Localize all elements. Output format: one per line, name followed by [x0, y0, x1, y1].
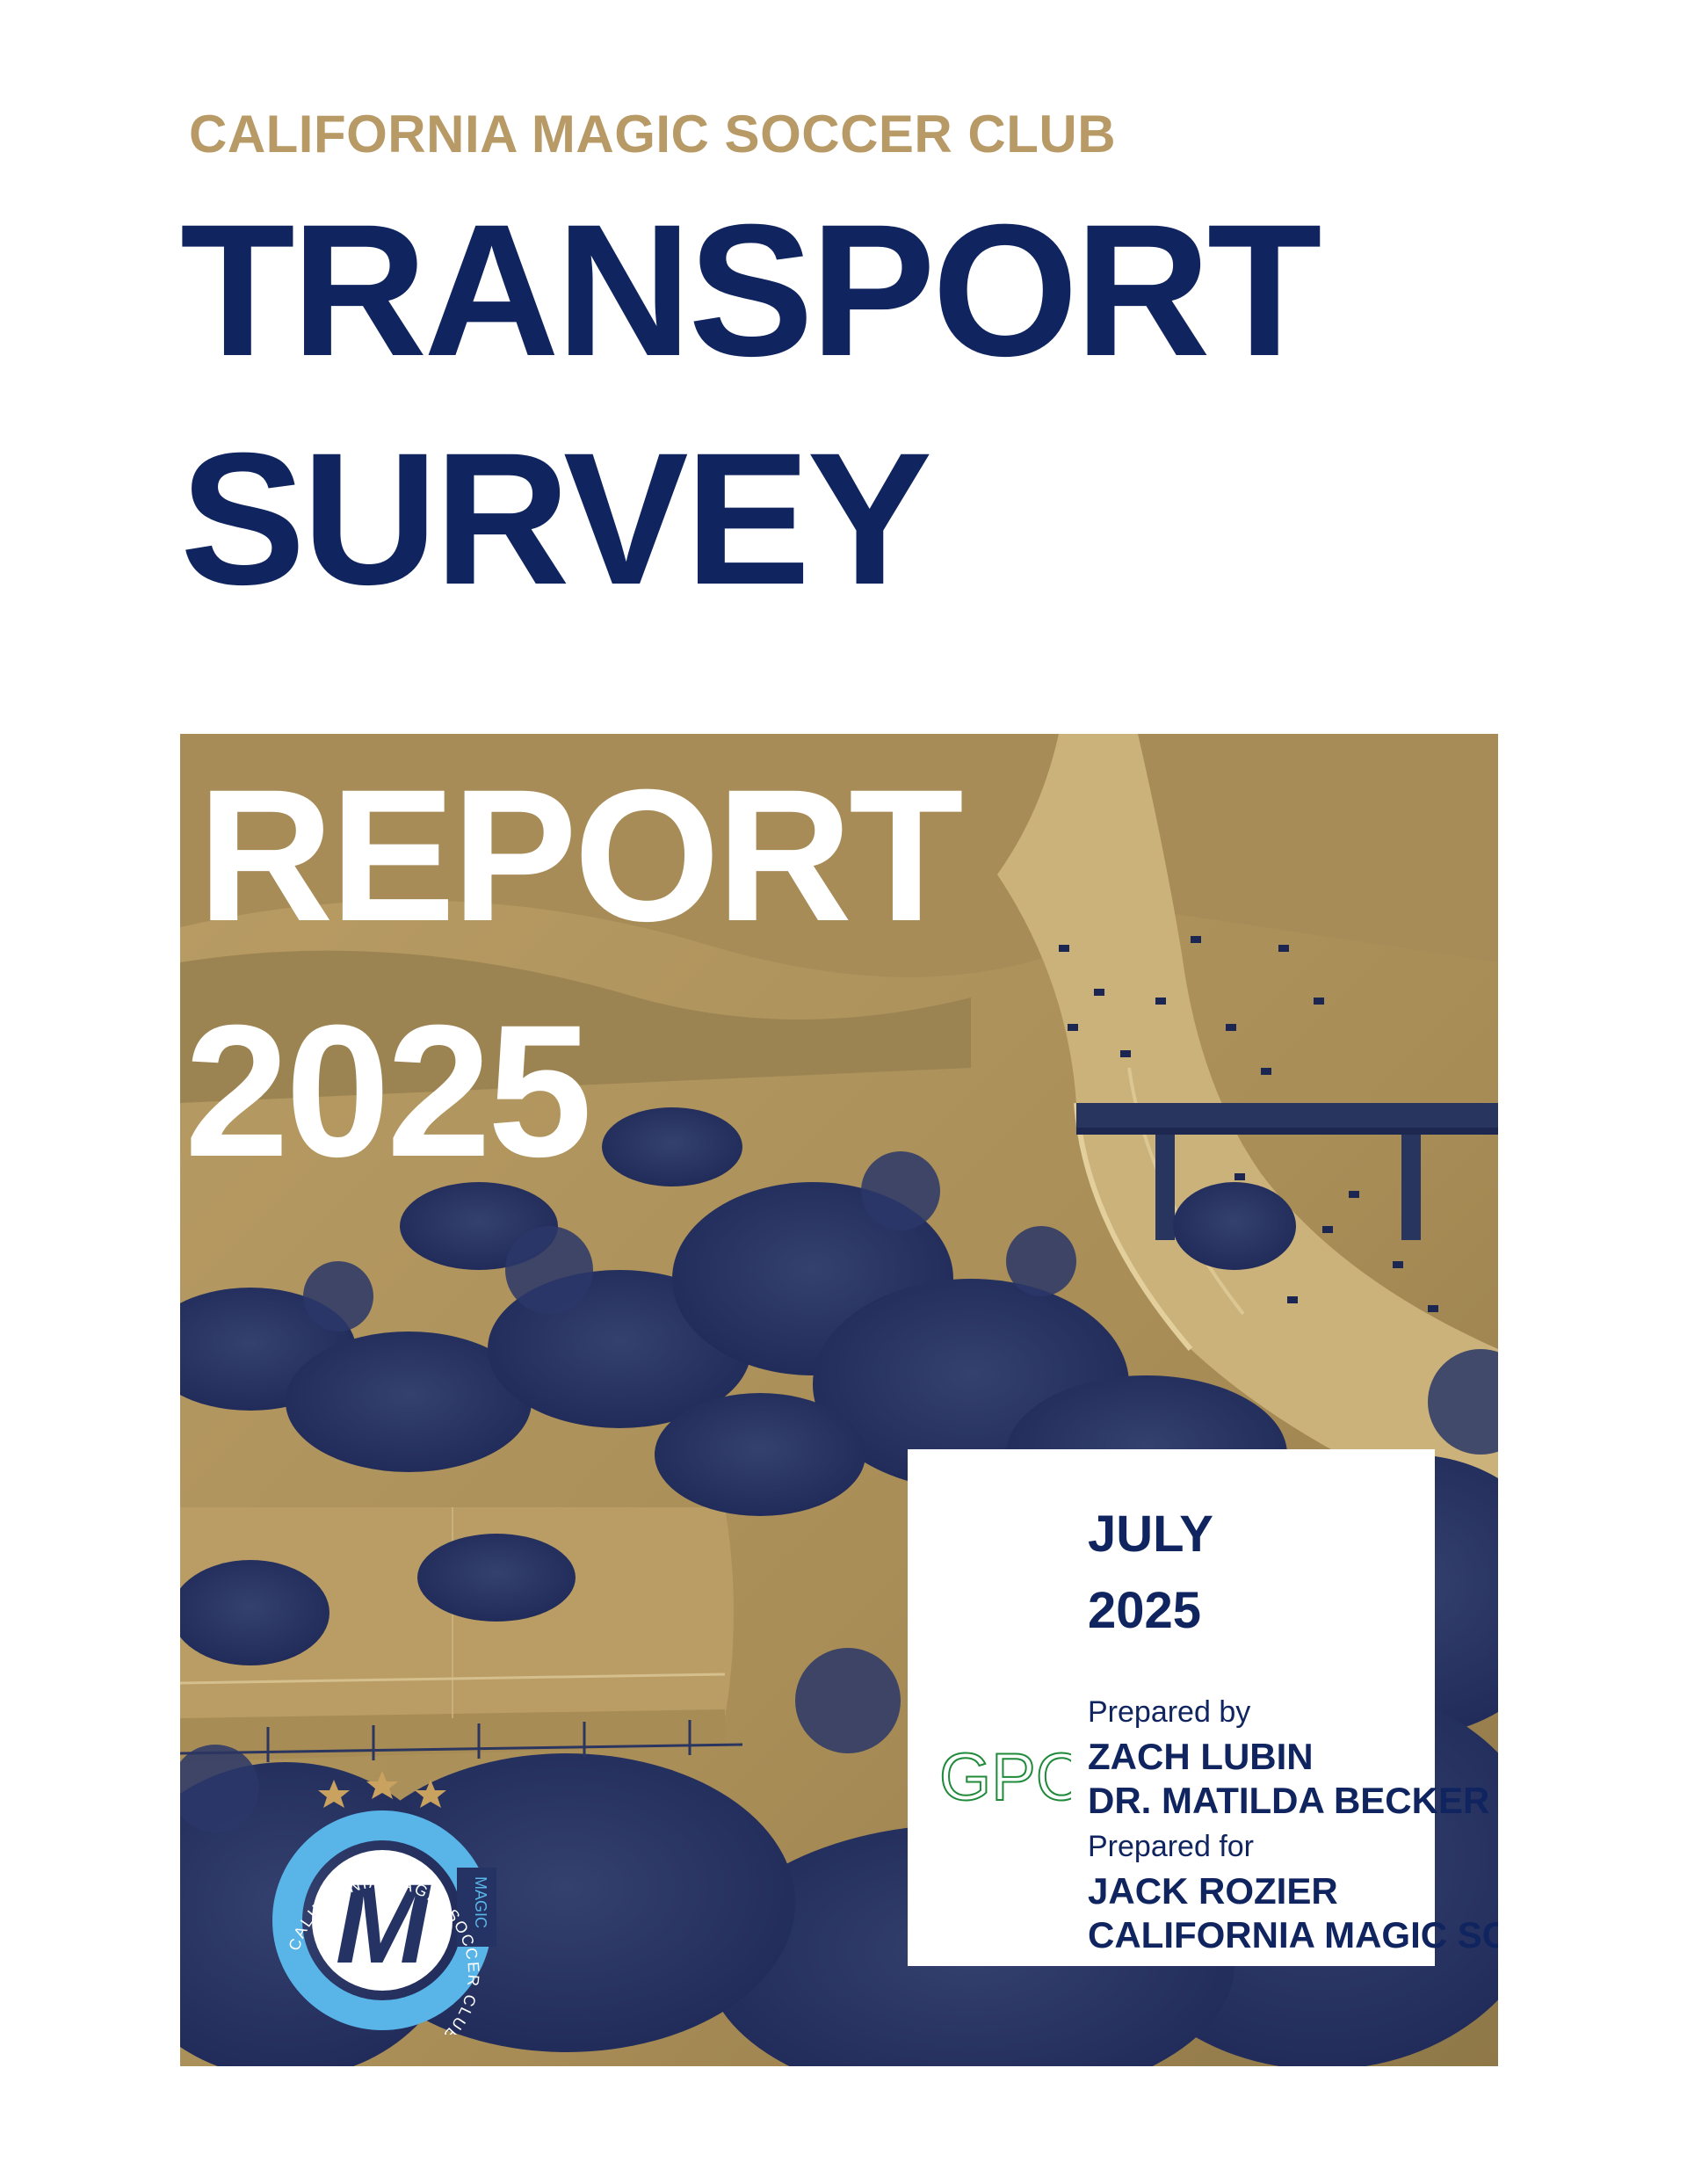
- report-title-year: 2025: [185, 986, 592, 1196]
- gpc-logo: GPC: [939, 1742, 1071, 1812]
- prepared-by-label: Prepared by: [1088, 1695, 1251, 1729]
- title-survey: SURVEY: [180, 414, 932, 624]
- club-magic-text: MAGIC: [472, 1876, 489, 1928]
- prepared-by-names: ZACH LUBIN DR. MATILDA BECKER: [1088, 1735, 1489, 1823]
- client-organization: CALIFORNIA MAGIC SC: [1088, 1914, 1498, 1955]
- client-name: JACK ROZIER: [1088, 1870, 1338, 1912]
- title-transport: TRANSPORT: [180, 185, 1322, 395]
- club-name-heading: CALIFORNIA MAGIC SOCCER CLUB: [189, 105, 1117, 163]
- author-name-2: DR. MATILDA BECKER: [1088, 1780, 1490, 1821]
- gpc-logo-text: GPC: [939, 1742, 1071, 1812]
- prepared-for-label: Prepared for: [1088, 1830, 1254, 1863]
- prepared-for-names: JACK ROZIER CALIFORNIA MAGIC SC: [1088, 1869, 1498, 1957]
- cover-photo: REPORT 2025 M CALIFORNIA MAGIC SOCCER CL…: [180, 734, 1498, 2066]
- california-magic-logo: M CALIFORNIA MAGIC SOCCER CLUB MAGIC: [268, 1745, 496, 2035]
- author-name-1: ZACH LUBIN: [1088, 1736, 1314, 1777]
- star-icon: [318, 1771, 446, 1808]
- magic-m-letter: M: [336, 1861, 431, 1987]
- report-info-card: JULY 2025 Prepared by ZACH LUBIN DR. MAT…: [908, 1449, 1498, 1966]
- report-month: JULY: [1088, 1506, 1213, 1563]
- report-title-line1: REPORT: [198, 751, 964, 961]
- report-year: 2025: [1088, 1582, 1202, 1639]
